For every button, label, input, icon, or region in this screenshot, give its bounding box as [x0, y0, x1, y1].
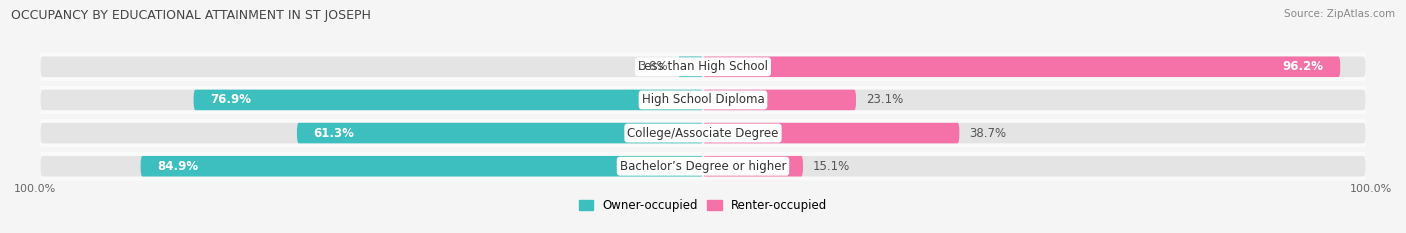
- FancyBboxPatch shape: [41, 123, 1365, 143]
- Text: 76.9%: 76.9%: [209, 93, 252, 106]
- Text: High School Diploma: High School Diploma: [641, 93, 765, 106]
- FancyBboxPatch shape: [41, 119, 1365, 147]
- FancyBboxPatch shape: [703, 90, 856, 110]
- FancyBboxPatch shape: [41, 156, 1365, 176]
- Text: 23.1%: 23.1%: [866, 93, 903, 106]
- FancyBboxPatch shape: [678, 57, 703, 77]
- Text: Source: ZipAtlas.com: Source: ZipAtlas.com: [1284, 9, 1395, 19]
- Text: 15.1%: 15.1%: [813, 160, 851, 173]
- FancyBboxPatch shape: [194, 90, 703, 110]
- FancyBboxPatch shape: [703, 57, 1340, 77]
- Text: Less than High School: Less than High School: [638, 60, 768, 73]
- Text: 61.3%: 61.3%: [314, 127, 354, 140]
- Legend: Owner-occupied, Renter-occupied: Owner-occupied, Renter-occupied: [579, 199, 827, 212]
- Text: 3.8%: 3.8%: [638, 60, 668, 73]
- Text: 84.9%: 84.9%: [157, 160, 198, 173]
- FancyBboxPatch shape: [703, 123, 959, 143]
- Text: Bachelor’s Degree or higher: Bachelor’s Degree or higher: [620, 160, 786, 173]
- FancyBboxPatch shape: [297, 123, 703, 143]
- Text: 100.0%: 100.0%: [1350, 184, 1392, 194]
- FancyBboxPatch shape: [41, 57, 1365, 77]
- Text: College/Associate Degree: College/Associate Degree: [627, 127, 779, 140]
- FancyBboxPatch shape: [41, 86, 1365, 114]
- Text: 38.7%: 38.7%: [969, 127, 1007, 140]
- FancyBboxPatch shape: [703, 156, 803, 176]
- Text: 100.0%: 100.0%: [14, 184, 56, 194]
- FancyBboxPatch shape: [41, 90, 1365, 110]
- FancyBboxPatch shape: [41, 152, 1365, 180]
- Text: OCCUPANCY BY EDUCATIONAL ATTAINMENT IN ST JOSEPH: OCCUPANCY BY EDUCATIONAL ATTAINMENT IN S…: [11, 9, 371, 22]
- Text: 96.2%: 96.2%: [1282, 60, 1323, 73]
- FancyBboxPatch shape: [41, 53, 1365, 81]
- FancyBboxPatch shape: [141, 156, 703, 176]
